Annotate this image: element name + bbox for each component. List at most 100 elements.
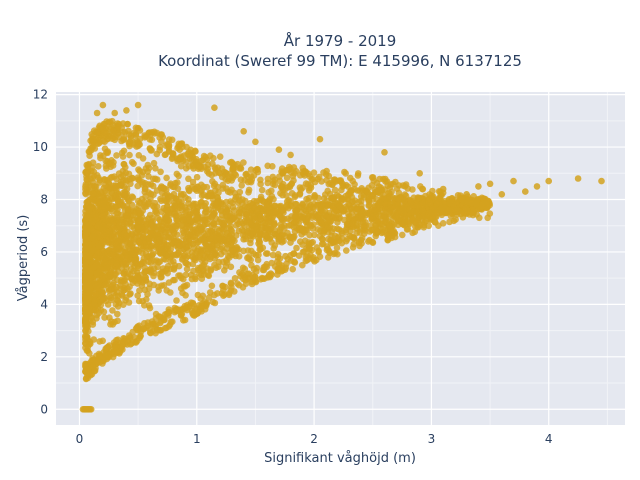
- data-point: [376, 175, 384, 183]
- data-point: [386, 208, 393, 216]
- data-point: [223, 198, 230, 206]
- data-point: [86, 289, 94, 296]
- data-point: [331, 186, 339, 194]
- data-point: [447, 212, 455, 220]
- data-point: [114, 317, 121, 325]
- data-point: [82, 318, 89, 326]
- data-point: [182, 212, 190, 220]
- data-point: [87, 279, 95, 286]
- data-point: [349, 244, 357, 251]
- data-point: [228, 231, 236, 238]
- data-point: [97, 154, 104, 162]
- data-point: [389, 215, 396, 223]
- data-point: [428, 192, 435, 199]
- data-point: [163, 265, 171, 273]
- data-point: [374, 218, 382, 225]
- data-point: [118, 137, 125, 145]
- data-point: [144, 168, 151, 175]
- y-axis-title: Vågperiod (s): [16, 215, 31, 302]
- data-point: [400, 207, 407, 214]
- data-point: [171, 200, 178, 207]
- data-point: [183, 281, 191, 289]
- data-point: [141, 302, 148, 309]
- data-point: [158, 197, 165, 205]
- data-point: [351, 216, 358, 223]
- data-point: [89, 190, 97, 198]
- data-point: [194, 183, 201, 191]
- data-point: [173, 297, 180, 304]
- data-point: [148, 136, 156, 144]
- x-tick-label: 1: [193, 432, 201, 446]
- data-point: [201, 239, 208, 246]
- data-point: [263, 202, 270, 210]
- data-point: [177, 312, 185, 319]
- data-point: [217, 245, 225, 253]
- data-point: [376, 205, 383, 212]
- data-point: [125, 205, 132, 213]
- data-point: [90, 300, 98, 307]
- data-point: [152, 207, 159, 214]
- data-point: [128, 265, 135, 273]
- data-point: [184, 150, 191, 158]
- data-point: [419, 185, 426, 193]
- data-point: [167, 250, 174, 257]
- data-point: [235, 252, 243, 260]
- data-point: [106, 314, 113, 322]
- data-point: [365, 184, 372, 192]
- data-point: [120, 277, 127, 285]
- data-point: [193, 173, 201, 181]
- data-point: [110, 339, 118, 346]
- data-point: [107, 272, 114, 280]
- data-point: [330, 250, 337, 258]
- data-point: [220, 236, 228, 243]
- data-point: [163, 174, 170, 182]
- data-point: [97, 188, 104, 195]
- data-point: [82, 262, 89, 270]
- data-point: [147, 131, 154, 139]
- data-point: [338, 239, 346, 247]
- data-point: [182, 304, 190, 312]
- data-point: [510, 177, 517, 185]
- data-point: [185, 186, 193, 194]
- data-point: [268, 187, 275, 194]
- data-point: [287, 216, 295, 224]
- data-point: [302, 168, 310, 176]
- data-point: [95, 242, 102, 250]
- data-point: [227, 222, 234, 230]
- data-point: [200, 229, 207, 237]
- data-point: [276, 173, 283, 180]
- data-point: [176, 204, 184, 212]
- data-point: [208, 235, 215, 242]
- data-point: [130, 216, 138, 224]
- data-point: [82, 304, 89, 312]
- data-point: [369, 174, 377, 181]
- data-point: [231, 275, 239, 282]
- data-point: [174, 307, 181, 315]
- data-point: [186, 223, 193, 231]
- data-point: [395, 189, 403, 197]
- data-point: [278, 168, 285, 175]
- x-axis-title: Signifikant våghöjd (m): [264, 451, 416, 466]
- data-point: [120, 203, 127, 210]
- data-point: [391, 204, 399, 211]
- data-point: [251, 213, 258, 221]
- data-point: [227, 279, 235, 287]
- data-point: [291, 228, 299, 235]
- data-point: [194, 204, 201, 212]
- data-point: [157, 208, 165, 215]
- data-point: [452, 216, 459, 223]
- data-point: [152, 165, 159, 172]
- data-point: [463, 191, 470, 198]
- data-point: [281, 232, 289, 240]
- data-point: [227, 263, 235, 271]
- data-point: [182, 243, 190, 251]
- data-point: [106, 159, 114, 167]
- data-point: [305, 239, 313, 246]
- data-point: [86, 208, 93, 215]
- data-point: [192, 256, 199, 264]
- data-point: [190, 267, 197, 275]
- data-point: [176, 154, 184, 162]
- y-tick-label: 12: [33, 88, 48, 102]
- data-point: [235, 227, 243, 235]
- data-point: [140, 325, 147, 333]
